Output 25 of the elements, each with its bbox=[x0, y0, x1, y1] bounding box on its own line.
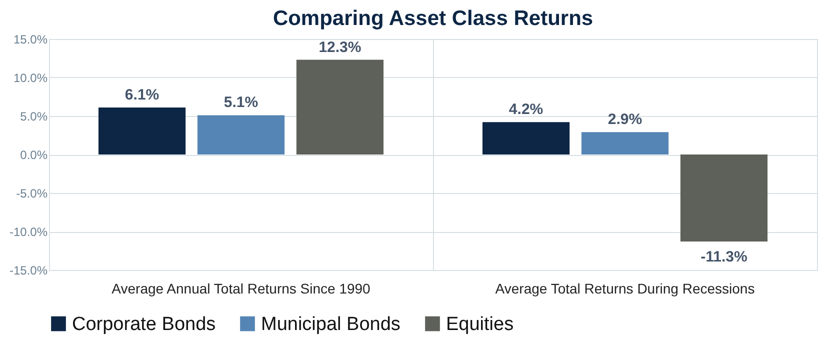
data-label: 12.3% bbox=[318, 38, 362, 56]
data-label: -11.3% bbox=[700, 248, 748, 266]
y-tick-label: -15.0% bbox=[9, 264, 48, 278]
data-label: 5.1% bbox=[224, 94, 258, 112]
legend-label: Municipal Bonds bbox=[261, 314, 400, 335]
legend-label: Equities bbox=[446, 314, 514, 335]
y-tick-label: 5.0% bbox=[20, 110, 48, 124]
bar bbox=[296, 60, 384, 154]
data-label: 4.2% bbox=[508, 101, 544, 118]
y-tick-label: -10.0% bbox=[9, 225, 48, 239]
y-tick-label: -5.0% bbox=[16, 186, 48, 200]
bar bbox=[197, 115, 285, 154]
y-tick-label: 10.0% bbox=[13, 71, 48, 85]
bar bbox=[482, 122, 570, 154]
chart-title: Comparing Asset Class Returns bbox=[272, 7, 594, 30]
data-label: 6.1% bbox=[124, 86, 160, 104]
legend-label: Corporate Bonds bbox=[72, 314, 216, 335]
x-tick-label: Average Total Returns During Recessions bbox=[495, 280, 755, 296]
y-tick-label: 0.0% bbox=[20, 148, 48, 162]
data-label: 2.9% bbox=[608, 111, 642, 128]
bar bbox=[581, 132, 669, 154]
x-tick-label: Average Annual Total Returns Since 1990 bbox=[112, 280, 371, 296]
y-tick-label: 15.0% bbox=[13, 32, 48, 46]
bar bbox=[98, 108, 186, 154]
bar bbox=[680, 154, 768, 242]
